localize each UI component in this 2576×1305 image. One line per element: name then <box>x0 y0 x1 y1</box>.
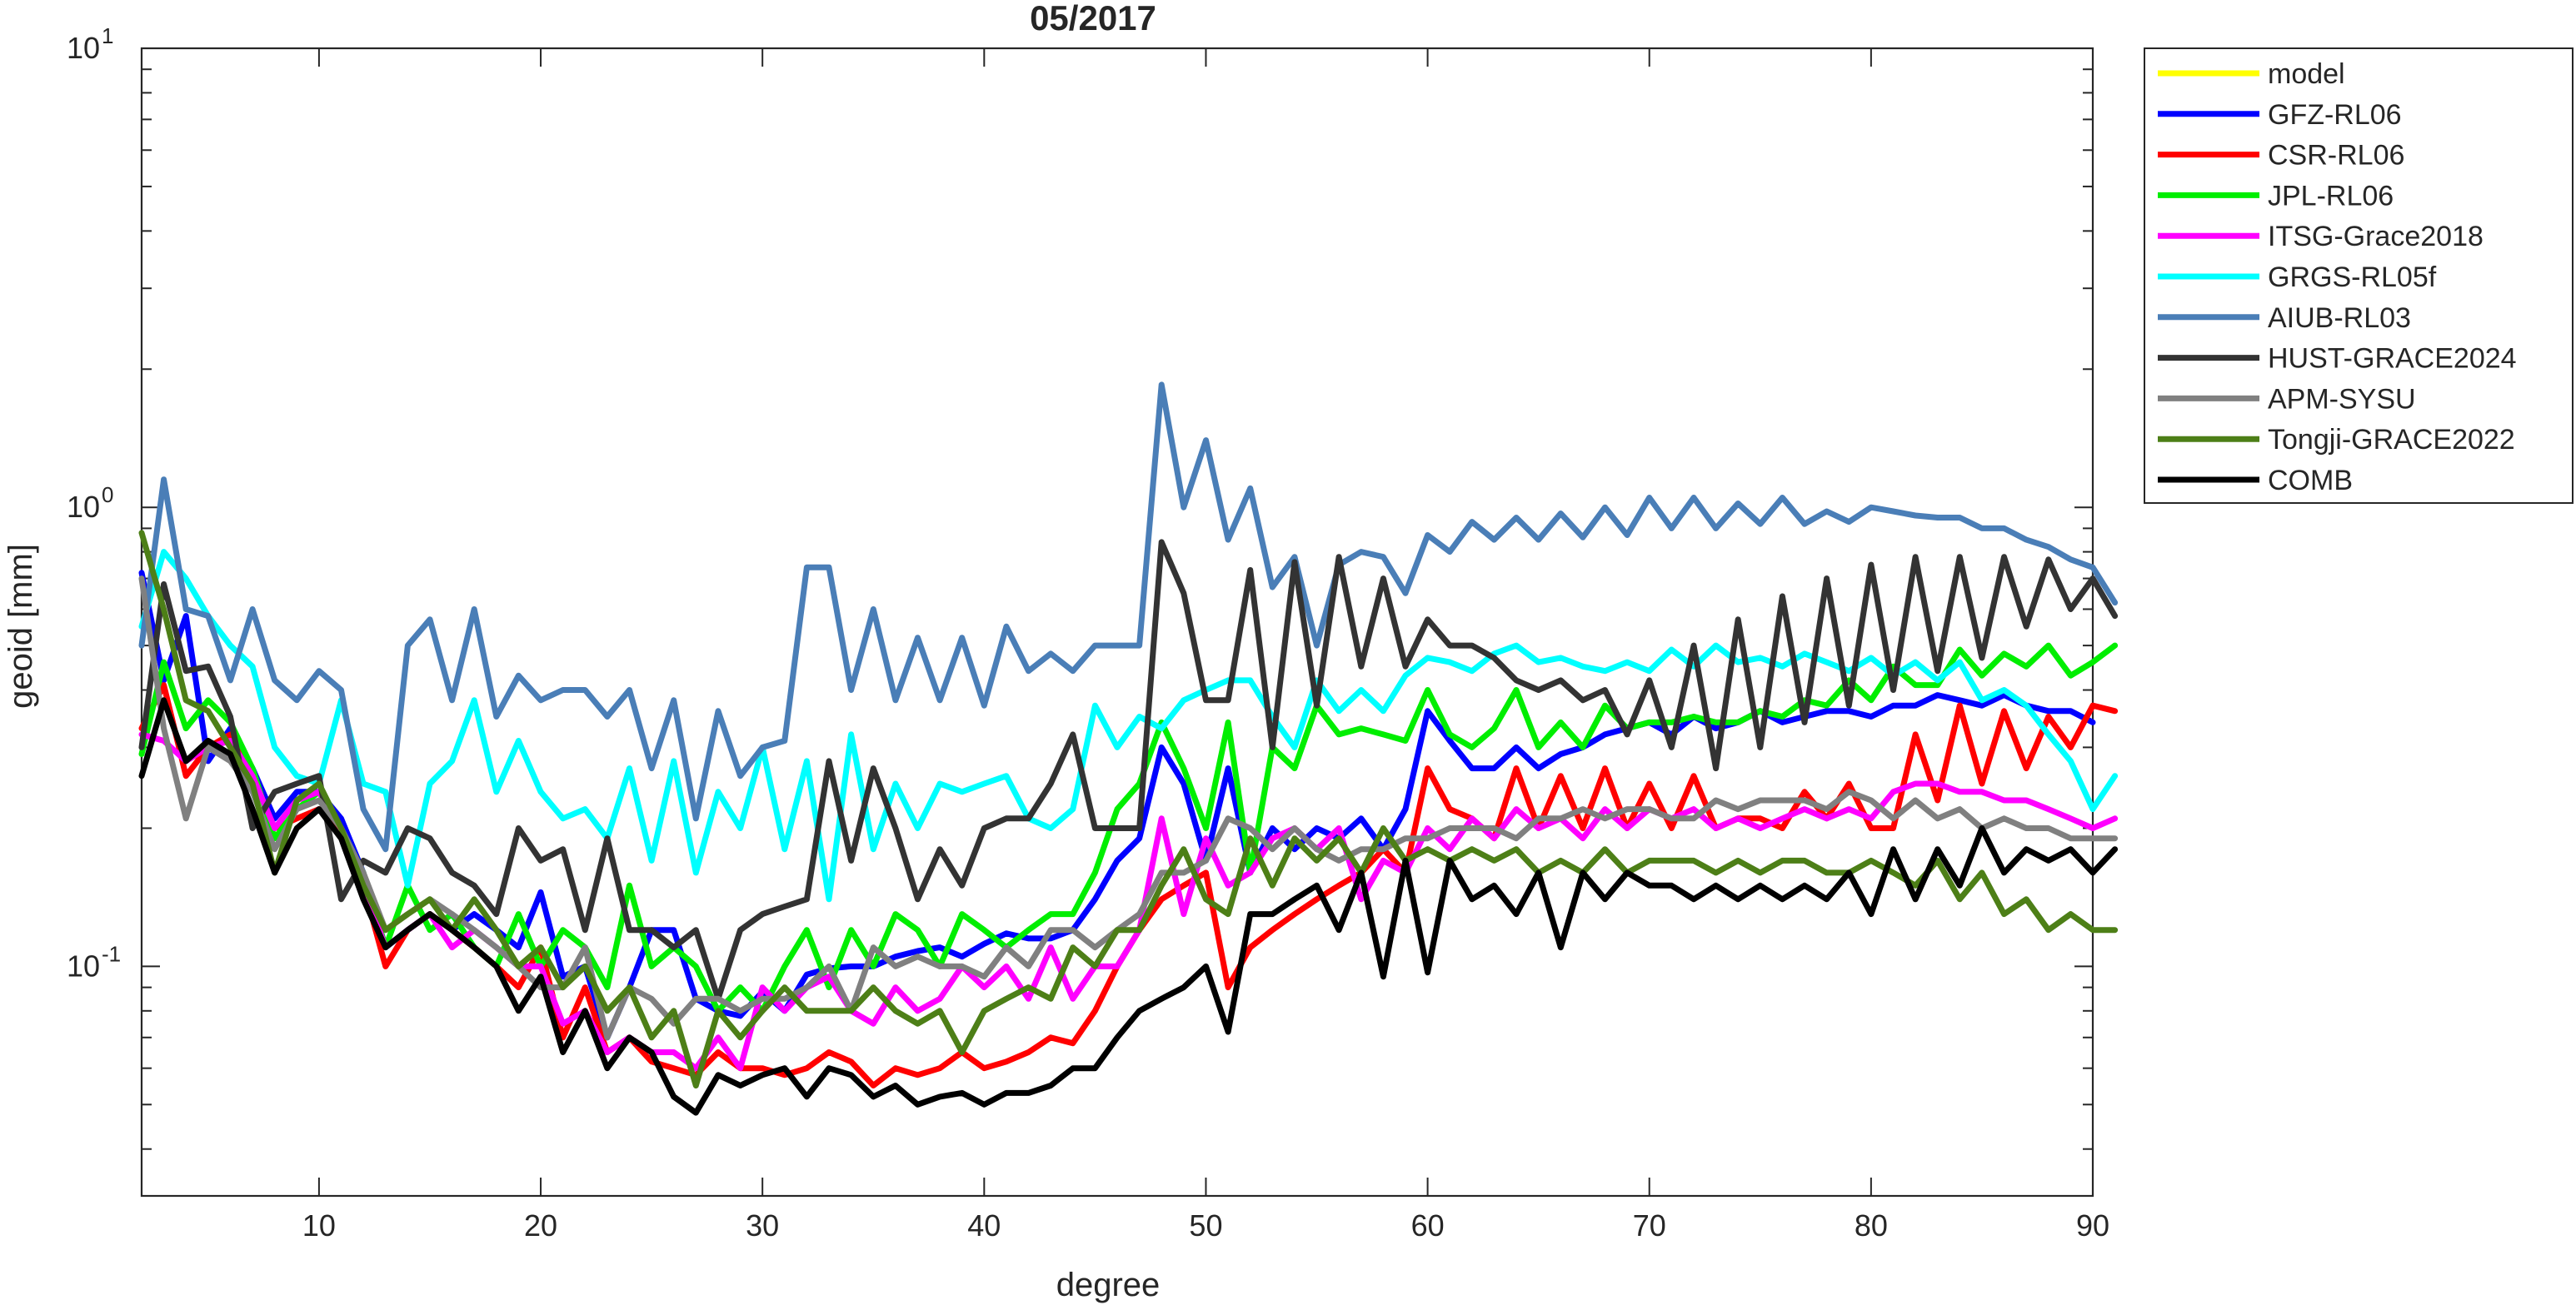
series-line-apm-sysu <box>138 575 2119 1041</box>
y-tick-label: 10 <box>67 31 100 65</box>
legend-label: AIUB-RL03 <box>2268 302 2411 334</box>
x-tick-label: 60 <box>1411 1208 1445 1243</box>
legend-label: ITSG-Grace2018 <box>2268 221 2484 252</box>
x-tick-label: 80 <box>1855 1208 1888 1243</box>
legend-label: Tongji-GRACE2022 <box>2268 424 2515 456</box>
y-tick-exponent: 0 <box>102 482 113 507</box>
x-axis-label: degree <box>1056 1267 1161 1303</box>
chart-title: 05/2017 <box>1030 0 1156 37</box>
series-line-comb <box>138 697 2119 1116</box>
legend-label: GFZ-RL06 <box>2268 99 2402 131</box>
legend-label: JPL-RL06 <box>2268 180 2394 212</box>
x-tick-label: 50 <box>1189 1208 1222 1243</box>
legend-label: model <box>2268 58 2345 90</box>
legend-label: CSR-RL06 <box>2268 140 2404 172</box>
legend-label: HUST-GRACE2024 <box>2268 343 2517 375</box>
y-tick-exponent: -1 <box>102 941 121 966</box>
series-line-aiub-rl03 <box>138 381 2119 853</box>
y-tick-label: 10 <box>67 490 100 524</box>
y-axis-label: geoid [mm] <box>2 544 39 709</box>
plot-area <box>140 47 2094 1198</box>
x-tick-label: 30 <box>746 1208 779 1243</box>
series-line-itsg-grace2018 <box>138 731 2119 1072</box>
x-tick-label: 10 <box>302 1208 336 1243</box>
series-line-grgs-rl05f <box>138 549 2119 903</box>
x-tick-label: 90 <box>2076 1208 2109 1243</box>
legend-label: APM-SYSU <box>2268 383 2416 415</box>
series-line-hust-grace2024 <box>138 539 2119 1002</box>
legend-label: GRGS-RL05f <box>2268 261 2437 293</box>
y-tick-exponent: 1 <box>102 23 113 48</box>
x-tick-label: 40 <box>967 1208 1001 1243</box>
x-tick-labels: 10 20 30 40 50 60 70 80 90 <box>302 1208 2109 1243</box>
series-lines <box>138 381 2119 1116</box>
y-tick-label: 10 <box>67 949 100 983</box>
legend: model GFZ-RL06 CSR-RL06 JPL-RL06 ITSG-Grace2… <box>2144 47 2574 504</box>
legend-label: COMB <box>2268 465 2353 496</box>
x-tick-label: 20 <box>524 1208 557 1243</box>
x-tick-label: 70 <box>1633 1208 1666 1243</box>
series-line-tongji-grace2022 <box>138 530 2119 1088</box>
